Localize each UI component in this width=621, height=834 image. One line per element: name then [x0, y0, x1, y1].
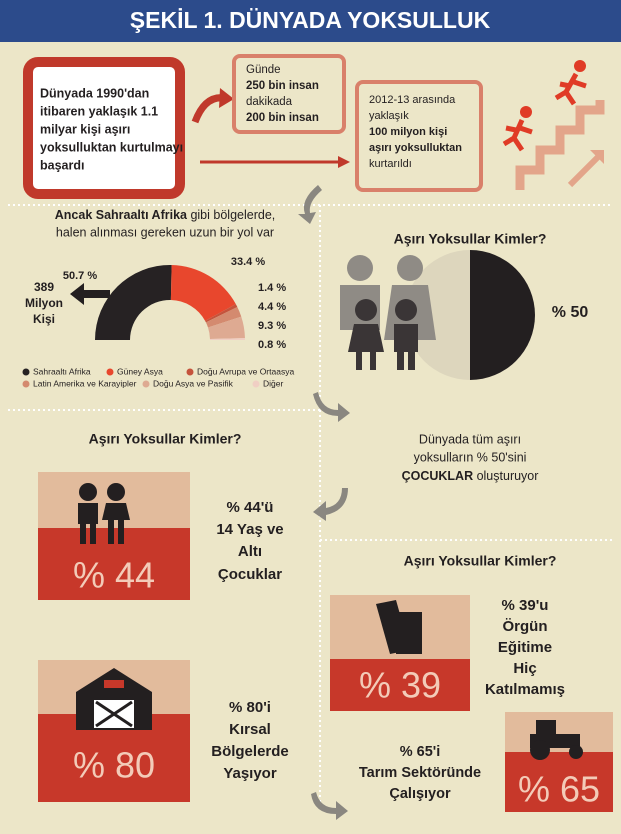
- panel-title: Aşırı Yoksullar Kimler?: [394, 231, 547, 247]
- legend-swatch: [187, 369, 194, 376]
- value-label: 0.8 %: [258, 339, 286, 351]
- figure: % 44: [73, 555, 155, 596]
- card-line: Hiç: [513, 660, 536, 677]
- note-tail: oluşturuyor: [473, 469, 538, 483]
- card-line: 14 Yaş ve: [216, 521, 283, 538]
- figure: % 39: [359, 665, 441, 706]
- intro-line: milyar kişi aşırı: [40, 122, 130, 136]
- wheel: [569, 745, 583, 759]
- card-line: Yaşıyor: [223, 765, 277, 782]
- legend-label: Latin Amerika ve Karayipler: [33, 378, 137, 388]
- note-line: yoksulların % 50'sini: [414, 450, 527, 464]
- share: % 50: [552, 304, 589, 321]
- value-label: 50.7 %: [63, 270, 97, 282]
- kid: [355, 299, 377, 321]
- runner: [520, 106, 532, 118]
- adult: [347, 255, 373, 281]
- intro-line: başardı: [40, 158, 84, 172]
- value-label: 33.4 %: [231, 256, 265, 268]
- card-line: % 44'ü: [227, 499, 274, 516]
- total: Milyon: [25, 296, 63, 310]
- kid: [107, 483, 125, 501]
- legend-label: Güney Asya: [117, 366, 163, 376]
- legend-label: Doğu Asya ve Pasifik: [153, 378, 234, 388]
- card-line: % 39'u: [502, 597, 549, 614]
- panel-title: Aşırı Yoksullar Kimler?: [404, 553, 557, 569]
- card-line: Örgün: [503, 618, 548, 635]
- card-line: % 80'i: [229, 699, 271, 716]
- legend-swatch: [107, 369, 114, 376]
- adult: [397, 255, 423, 281]
- intro-line: yoksulluktan kurtulmayı: [40, 140, 183, 154]
- card-line: Kırsal: [229, 721, 271, 738]
- rescued-line: aşırı yoksulluktan: [369, 142, 462, 154]
- legend-swatch: [23, 381, 30, 388]
- intro-line: Dünyada 1990'dan: [40, 86, 149, 100]
- total: 389: [34, 280, 54, 294]
- card-line: Tarım Sektöründe: [359, 765, 481, 781]
- kid: [395, 299, 417, 321]
- legend-label: Diğer: [263, 378, 283, 388]
- kid: [78, 503, 98, 524]
- value-label: 1.4 %: [258, 282, 286, 294]
- kid: [79, 483, 97, 501]
- regions-heading: Ancak Sahraaltı Afrika gibi bölgelerde,: [55, 208, 276, 222]
- panel-title: Aşırı Yoksullar Kimler?: [89, 431, 242, 447]
- daily-line: 200 bin insan: [246, 112, 319, 124]
- legend-label: Sahraaltı Afrika: [33, 366, 91, 376]
- rescued-line: 2012-13 arasında: [369, 94, 456, 106]
- figure: % 80: [73, 745, 155, 786]
- total: Kişi: [33, 312, 55, 326]
- title: ŞEKİL 1. DÜNYADA YOKSULLUK: [130, 7, 491, 33]
- rescued-line: yaklaşık: [369, 110, 409, 122]
- legend-swatch: [253, 381, 260, 388]
- wheel: [530, 740, 550, 760]
- kid: [102, 503, 130, 520]
- card-line: Çocuklar: [218, 566, 282, 583]
- heading-rest: gibi bölgelerde,: [187, 208, 275, 222]
- heading-bold: Ancak Sahraaltı Afrika: [55, 208, 188, 222]
- intro-line: itibaren yaklaşık 1.1: [40, 104, 158, 118]
- barn-window: [104, 680, 124, 688]
- note-line: Dünyada tüm aşırı: [419, 432, 521, 446]
- value-label: 4.4 %: [258, 301, 286, 313]
- infographic: ŞEKİL 1. DÜNYADA YOKSULLUK Dünyada 1990'…: [0, 0, 621, 834]
- card-line: Bölgelerde: [211, 743, 289, 760]
- runner: [574, 60, 586, 72]
- card-line: Eğitime: [498, 639, 552, 656]
- regions-heading: halen alınması gereken uzun bir yol var: [56, 225, 274, 239]
- card-line: Altı: [238, 543, 262, 560]
- note-bold: ÇOCUKLAR: [402, 469, 474, 483]
- card-line: % 65'i: [400, 744, 441, 760]
- daily-line: Günde: [246, 64, 281, 76]
- book: [396, 612, 422, 654]
- legend-swatch: [143, 381, 150, 388]
- rescued-line: kurtarıldı: [369, 158, 412, 170]
- legend-label: Doğu Avrupa ve Ortaasya: [197, 366, 294, 376]
- rescued-line: 100 milyon kişi: [369, 126, 447, 138]
- note-line: ÇOCUKLAR oluşturuyor: [402, 469, 539, 483]
- value-label: 9.3 %: [258, 320, 286, 332]
- figure: % 65: [518, 769, 600, 810]
- legend-swatch: [23, 369, 30, 376]
- daily-line: 250 bin insan: [246, 80, 319, 92]
- card-line: Çalışıyor: [389, 786, 451, 802]
- daily-line: dakikada: [246, 96, 293, 108]
- card-line: Katılmamış: [485, 681, 565, 698]
